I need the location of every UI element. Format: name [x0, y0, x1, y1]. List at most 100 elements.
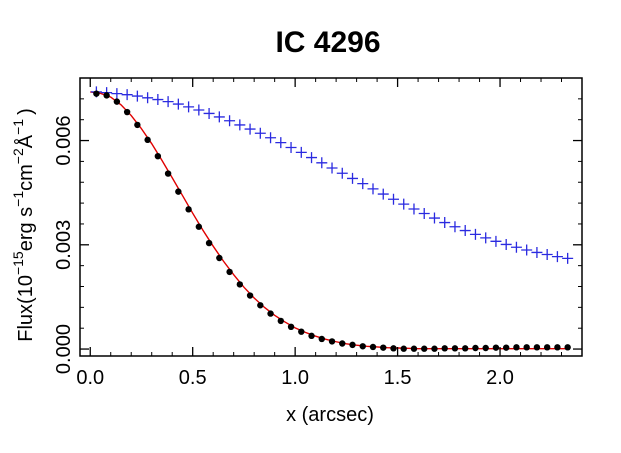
x-tick-label: 0.5 — [179, 367, 207, 389]
observed-point — [410, 345, 418, 352]
observed-point — [236, 281, 244, 288]
comparison-point — [521, 244, 533, 256]
comparison-point — [469, 228, 481, 240]
comparison-point — [203, 107, 215, 119]
comparison-point — [111, 88, 123, 100]
comparison-point — [377, 188, 389, 200]
comparison-point — [418, 208, 430, 220]
comparison-point — [387, 193, 399, 205]
x-axis: 0.0 0.5 1.0 1.5 2.0 — [76, 78, 563, 389]
y-tick-label: 0.003 — [53, 220, 75, 270]
observed-point — [390, 345, 397, 352]
observed-point — [451, 345, 459, 352]
y-label-exp3: −2 — [10, 148, 26, 164]
observed-point — [421, 345, 428, 352]
observed-point — [308, 332, 315, 340]
comparison-point — [285, 142, 297, 153]
comparison-point — [531, 246, 543, 258]
chart-title: IC 4296 — [275, 26, 380, 59]
comparison-point — [336, 167, 348, 179]
observed-point — [482, 344, 489, 352]
y-label-unit2: cm — [15, 164, 37, 191]
comparison-point — [316, 157, 328, 169]
observed-point — [380, 344, 387, 351]
observed-point — [164, 170, 172, 177]
series-observed-profile — [93, 90, 571, 352]
y-label-main: Flux(10 — [15, 275, 37, 342]
observed-point — [216, 254, 223, 262]
comparison-point — [551, 251, 563, 263]
observed-point — [318, 335, 325, 343]
x-tick-label: 1.0 — [281, 367, 309, 389]
comparison-point — [244, 123, 256, 135]
observed-point — [349, 341, 356, 349]
observed-point — [359, 343, 366, 350]
observed-point — [175, 188, 182, 195]
observed-point — [185, 206, 192, 213]
observed-point — [502, 344, 510, 351]
comparison-point — [295, 146, 307, 158]
comparison-point — [439, 217, 451, 229]
observed-point — [113, 98, 121, 105]
y-axis: 0.000 0.003 0.006 — [53, 77, 582, 374]
observed-point — [328, 338, 336, 345]
comparison-point — [172, 98, 184, 110]
comparison-point — [459, 225, 471, 237]
observed-point — [246, 292, 254, 299]
comparison-point — [213, 111, 225, 123]
plot-frame — [79, 77, 583, 357]
series-model-fit — [90, 91, 568, 350]
observed-point — [543, 344, 551, 351]
y-label-unit3: Å — [14, 134, 37, 148]
observed-point — [492, 344, 500, 351]
series-comparison-profile — [90, 86, 574, 264]
comparison-point — [265, 132, 277, 144]
comparison-point — [398, 198, 410, 210]
comparison-point — [500, 238, 512, 250]
observed-point — [93, 90, 100, 97]
plot-area — [90, 86, 574, 352]
y-tick-label: 0.006 — [53, 116, 75, 166]
comparison-point — [428, 212, 440, 224]
comparison-point — [131, 90, 143, 102]
comparison-point — [449, 221, 461, 233]
x-tick-label: 1.5 — [384, 367, 412, 389]
comparison-point — [234, 119, 246, 131]
comparison-point — [254, 127, 266, 139]
observed-point — [400, 345, 407, 352]
observed-point — [533, 344, 541, 351]
comparison-point — [162, 96, 174, 108]
comparison-point — [510, 241, 522, 253]
y-label-exp1: −15 — [10, 251, 26, 275]
observed-point — [431, 345, 438, 352]
x-axis-label: x (arcsec) — [286, 404, 374, 426]
comparison-point — [142, 92, 154, 104]
y-label-exp4: −1 — [10, 119, 26, 135]
y-label-exp2: −1 — [10, 191, 26, 207]
comparison-point — [367, 183, 379, 195]
comparison-point — [562, 252, 574, 264]
observed-point — [462, 345, 469, 352]
comparison-point — [152, 94, 164, 106]
x-tick-label: 2.0 — [486, 367, 514, 389]
y-tick-label: 0.000 — [53, 324, 75, 374]
comparison-point — [121, 89, 133, 101]
comparison-point — [193, 104, 205, 116]
observed-point — [441, 345, 448, 352]
fit-line — [90, 91, 568, 350]
y-label-unit1: erg s — [15, 207, 37, 251]
comparison-point — [541, 249, 553, 261]
observed-point — [226, 268, 233, 276]
observed-point — [195, 223, 203, 230]
observed-point — [103, 92, 110, 99]
observed-point — [287, 323, 295, 331]
comparison-point — [408, 203, 420, 215]
comparison-point — [480, 232, 492, 244]
observed-point — [339, 340, 346, 347]
observed-point — [205, 239, 213, 247]
y-axis-label: Flux(10−15erg s−1cm−2Å−1) — [10, 108, 37, 342]
comparison-point — [275, 137, 287, 149]
x-tick-label: 0.0 — [76, 367, 104, 389]
observed-point — [134, 121, 141, 129]
